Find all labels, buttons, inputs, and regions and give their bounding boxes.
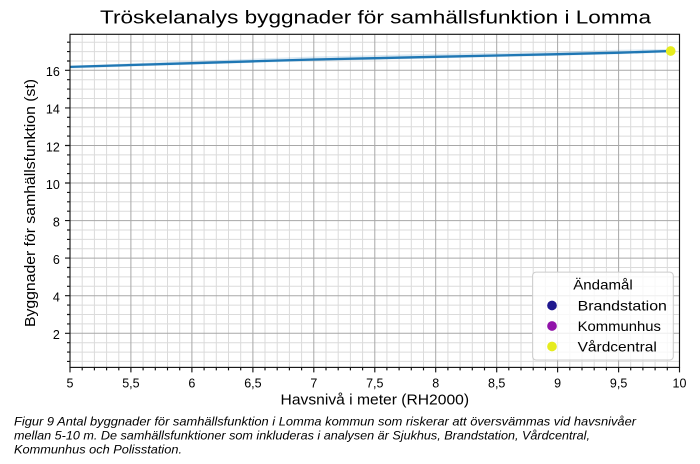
svg-text:9: 9 [554, 376, 561, 390]
svg-text:8: 8 [432, 376, 439, 390]
svg-text:6: 6 [53, 253, 60, 267]
svg-text:8: 8 [53, 215, 60, 229]
svg-text:7: 7 [310, 376, 317, 390]
svg-text:Byggnader för samhällsfunktion: Byggnader för samhällsfunktion (st) [22, 79, 39, 327]
svg-text:Tröskelanalys byggnader för sa: Tröskelanalys byggnader för samhällsfunk… [100, 7, 652, 27]
svg-text:9,5: 9,5 [610, 376, 627, 390]
svg-text:4: 4 [53, 291, 60, 305]
svg-text:16: 16 [46, 65, 60, 79]
svg-text:5,5: 5,5 [122, 376, 139, 390]
svg-text:10: 10 [46, 178, 60, 192]
svg-text:Ändamål: Ändamål [573, 277, 633, 293]
svg-text:12: 12 [46, 140, 60, 154]
svg-text:6: 6 [188, 376, 195, 390]
svg-text:Brandstation: Brandstation [578, 298, 667, 314]
svg-text:Havsnivå i meter (RH2000): Havsnivå i meter (RH2000) [281, 391, 470, 408]
svg-text:10: 10 [673, 376, 687, 390]
svg-text:Kommunhus: Kommunhus [578, 318, 661, 334]
svg-text:2: 2 [53, 328, 60, 342]
svg-text:14: 14 [46, 103, 60, 117]
svg-text:mellan 5-10 m. De samhällsfunk: mellan 5-10 m. De samhällsfunktioner som… [14, 429, 590, 443]
svg-text:Vårdcentral: Vårdcentral [578, 339, 657, 355]
svg-text:7,5: 7,5 [366, 376, 383, 390]
svg-text:8,5: 8,5 [488, 376, 505, 390]
svg-text:5: 5 [67, 376, 74, 390]
svg-text:6,5: 6,5 [244, 376, 261, 390]
svg-text:Kommunhus och Polisstation.: Kommunhus och Polisstation. [14, 443, 182, 457]
svg-text:Figur 9 Antal byggnader för sa: Figur 9 Antal byggnader för samhällsfunk… [14, 414, 637, 428]
